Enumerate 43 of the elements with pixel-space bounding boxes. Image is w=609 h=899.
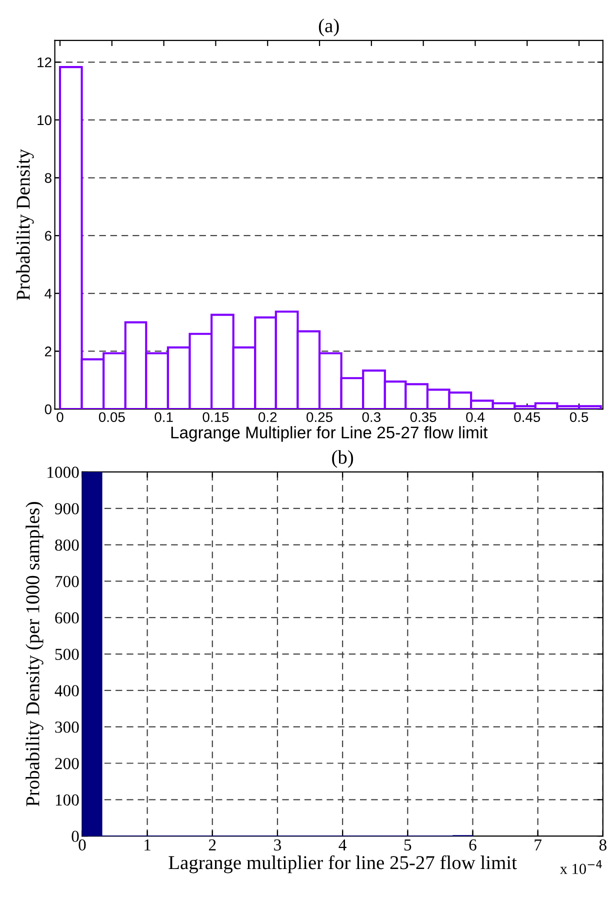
x-tick-label: 0.15 [202, 412, 229, 422]
x-tick-label: 0.1 [154, 412, 173, 422]
chart-title: (b) [332, 450, 354, 468]
x-tick-label: 3 [274, 839, 281, 851]
y-tick-label: 8 [44, 173, 52, 183]
y-tick-label: 0 [72, 830, 79, 842]
x-tick-label: 0.2 [258, 412, 277, 422]
x-tick-label: 0.3 [362, 412, 380, 422]
y-tick-label: 700 [56, 576, 79, 588]
x-tick-label: 6 [469, 839, 476, 851]
x-tick-label: 0.5 [570, 412, 588, 422]
y-tick-label: 200 [55, 758, 79, 770]
x-axis-title: Lagrange multiplier for line 25-27 flow limit [168, 855, 517, 874]
x-tick-label: 1 [144, 839, 150, 850]
x-tick-label: 0.35 [410, 412, 436, 422]
x-tick-label: 7 [534, 840, 542, 850]
y-tick-label: 4 [44, 288, 52, 298]
x-tick-label: 5 [404, 840, 412, 851]
y-tick-label: 300 [55, 722, 79, 733]
y-tick-label: 600 [55, 612, 79, 624]
x-tick-label: 0.45 [514, 412, 540, 422]
y-tick-label: 10 [38, 115, 52, 126]
y-tick-label: 800 [55, 539, 79, 551]
y-tick-label: 12 [38, 57, 52, 68]
y-tick-label: 100 [56, 794, 79, 806]
y-tick-label: 500 [55, 648, 79, 660]
y-axis-title: Probability Density (per 1000 samples) [26, 502, 44, 806]
chart-title: (a) [318, 18, 339, 36]
y-tick-label: 0 [44, 404, 52, 414]
y-tick-label: 400 [54, 685, 79, 696]
y-axis-title: Probability Density [16, 148, 34, 300]
x-tick-label: 8 [599, 839, 606, 851]
x-tick-label: 2 [208, 839, 216, 850]
y-tick-label: 900 [54, 503, 79, 514]
y-tick-label: 6 [45, 230, 52, 241]
y-tick-label: 2 [45, 346, 52, 356]
x-tick-label: 0.4 [466, 412, 484, 422]
x-tick-label: 0.25 [306, 412, 332, 422]
y-tick-label: 1000 [48, 466, 79, 478]
x-axis-title: Lagrange Multiplier for Line 25-27 flow limit [171, 426, 488, 442]
x-tick-label: 4 [338, 839, 346, 850]
text: x 10$^{−4}$ [560, 860, 602, 874]
x-tick-label: 0.05 [98, 412, 125, 422]
